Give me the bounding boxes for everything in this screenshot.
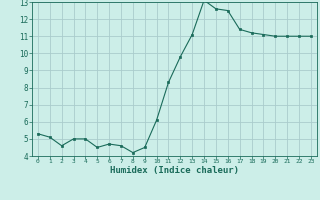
X-axis label: Humidex (Indice chaleur): Humidex (Indice chaleur): [110, 166, 239, 175]
